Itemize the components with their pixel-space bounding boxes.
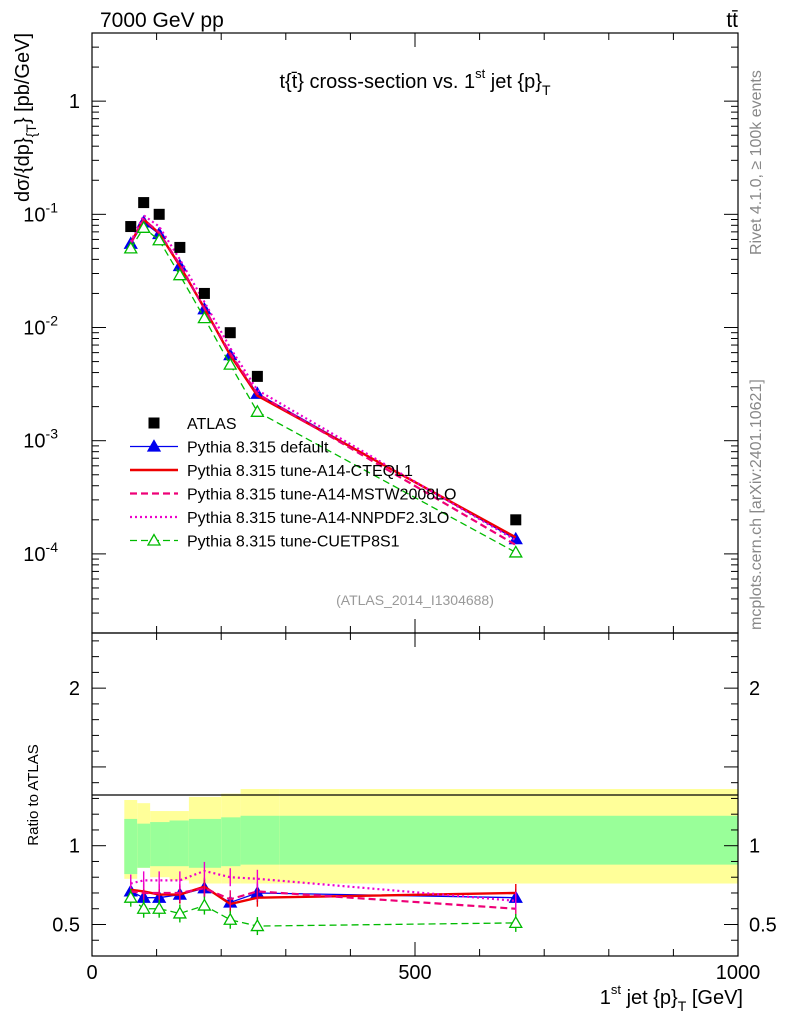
- band-green-segment: [124, 818, 138, 875]
- legend-atlas-marker: [148, 417, 160, 429]
- main-series: [123, 197, 523, 558]
- ratio-y-axis: 0.5 0.5 1 1 2 2: [52, 640, 777, 941]
- ratio-uncertainty-bands: [124, 788, 738, 884]
- y-tick-label: 10-4: [23, 539, 58, 566]
- series-marker: [172, 267, 187, 281]
- band-green-segment: [150, 822, 170, 867]
- ratio-marker: [250, 918, 265, 932]
- ratio-line: [130, 869, 516, 902]
- process-label: tt̄: [726, 9, 738, 32]
- legend-label: Pythia 8.315 tune-A14-NNPDF2.3LO: [187, 510, 449, 527]
- rivet-label: Rivet 4.1.0, ≥ 100k events: [748, 70, 765, 255]
- legend-marker: [146, 533, 162, 546]
- ratio-y-tick-label-right: 0.5: [749, 914, 777, 936]
- ratio-marker: [152, 901, 167, 914]
- legend-label: Pythia 8.315 tune-A14-MSTW2008LO: [187, 487, 456, 504]
- y-tick-label: 10-1: [23, 199, 58, 226]
- atlas-data-point: [224, 327, 236, 339]
- plot-title: t{t̄} cross-section vs. 1st jet {p}T: [279, 66, 550, 98]
- series-marker: [152, 232, 167, 246]
- legend-label: ATLAS: [187, 416, 237, 433]
- atlas-data-point: [198, 287, 210, 299]
- ratio-marker: [197, 898, 212, 911]
- ratio-marker: [136, 901, 151, 914]
- legend: ATLAS Pythia 8.315 default Pythia 8.315 tu…: [130, 416, 456, 551]
- ratio-y-tick-label: 0.5: [52, 914, 80, 936]
- atlas-data-point: [510, 514, 522, 526]
- band-green-segment: [279, 815, 738, 865]
- series-marker: [197, 310, 212, 324]
- series-marker: [136, 220, 151, 233]
- ratio-y-tick-label: 1: [69, 836, 80, 858]
- band-green-segment: [240, 815, 280, 865]
- atlas-data-point: [153, 208, 165, 220]
- ratio-series: [123, 861, 523, 936]
- ratio-line: [130, 897, 516, 927]
- band-green-segment: [169, 820, 189, 867]
- energy-label: 7000 GeV pp: [100, 9, 224, 32]
- ratio-y-tick-label: 2: [69, 678, 80, 700]
- x-tick-label: 1000: [716, 962, 761, 984]
- x-tick-label: 500: [398, 962, 431, 984]
- series-line: [129, 213, 517, 542]
- band-green-segment: [137, 823, 151, 868]
- series-marker: [223, 357, 238, 370]
- ratio-y-tick-label-right: 1: [749, 836, 760, 858]
- band-green-segment: [221, 817, 241, 867]
- atlas-data-point: [138, 197, 150, 209]
- atlas-data-point: [251, 370, 263, 382]
- mcplots-label: mcplots.cern.ch [arXiv:2401.10621]: [748, 379, 765, 630]
- ratio-marker: [508, 915, 523, 929]
- analysis-tag: (ATLAS_2014_I1304688): [336, 592, 494, 608]
- x-tick-label: 0: [86, 962, 97, 984]
- series-marker: [250, 404, 265, 417]
- ratio-marker: [172, 906, 187, 919]
- legend-label: Pythia 8.315 default: [187, 440, 329, 457]
- y-axis-title: dσ/{dp}{T} [pb/GeV]: [12, 33, 39, 202]
- y-tick-label: 10-3: [23, 426, 58, 453]
- series-marker: [123, 241, 138, 254]
- legend-label: Pythia 8.315 tune-CUETP8S1: [187, 534, 400, 551]
- ratio-marker: [123, 890, 138, 903]
- series-line: [129, 217, 517, 546]
- atlas-data-point: [125, 221, 137, 233]
- legend-marker: [146, 439, 162, 452]
- ratio-marker: [223, 912, 238, 925]
- ratio-y-tick-label-right: 2: [749, 678, 760, 700]
- main-y-axis: 1 10-1 10-2 10-3 10-4: [23, 32, 738, 634]
- legend-label: Pythia 8.315 tune-A14-CTEQL1: [187, 463, 413, 480]
- atlas-data-point: [174, 241, 186, 253]
- band-green-segment: [188, 818, 222, 868]
- ratio-y-axis-title: Ratio to ATLAS: [25, 744, 42, 845]
- x-axis-title: 1st jet {p}T [GeV]: [600, 982, 743, 1014]
- y-tick-label: 10-2: [23, 313, 58, 340]
- ratio-line: [130, 887, 516, 910]
- series-marker: [508, 545, 523, 558]
- x-axis: 0 500 1000: [86, 33, 760, 984]
- y-tick-label: 1: [69, 91, 80, 113]
- series-marker: [508, 531, 523, 545]
